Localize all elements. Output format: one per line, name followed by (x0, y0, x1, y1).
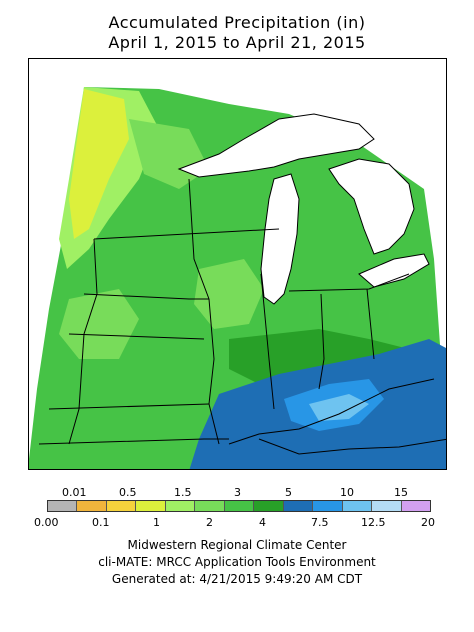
legend-label-upper-5: 5 (285, 486, 292, 499)
footer-tool-name: cli-MATE: MRCC Application Tools Environ… (98, 555, 376, 569)
legend-label-lower-4: 2 (206, 516, 213, 529)
map-title: Accumulated Precipitation (in) (108, 13, 366, 32)
lake-michigan (260, 173, 300, 305)
footer-generated-time: Generated at: 4/21/2015 9:49:20 AM CDT (111, 572, 363, 586)
legend-label-upper-1: 0.01 (62, 486, 87, 499)
legend-swatch-6 (195, 501, 225, 511)
legend-swatch-3 (106, 501, 137, 511)
legend-label-upper-3: 1.5 (174, 486, 192, 499)
legend-swatch-11 (342, 501, 373, 511)
legend-swatch-7 (224, 501, 255, 511)
legend-label-upper-2: 0.5 (119, 486, 137, 499)
map-canvas (29, 87, 446, 469)
legend-label-lower-5: 4 (259, 516, 266, 529)
legend-swatch-2 (77, 501, 107, 511)
legend-swatch-12 (372, 501, 402, 511)
legend-label-lower-7: 12.5 (361, 516, 386, 529)
legend-label-lower-3: 1 (153, 516, 160, 529)
legend-label-upper-6: 10 (340, 486, 354, 499)
legend-swatch-1 (48, 501, 78, 511)
legend-label-lower-8: 20 (421, 516, 435, 529)
legend-label-lower-1: 0.00 (34, 516, 59, 529)
state-borders (38, 178, 446, 455)
legend-color-bar (47, 500, 431, 512)
legend-swatch-10 (313, 501, 343, 511)
lake-huron (328, 158, 415, 255)
legend-swatch-9 (283, 501, 314, 511)
precip-zone-lighter-blue (309, 394, 369, 421)
precipitation-map (28, 58, 447, 470)
map-subtitle-date-range: April 1, 2015 to April 21, 2015 (108, 33, 366, 52)
legend-label-upper-7: 15 (394, 486, 408, 499)
legend-swatch-5 (165, 501, 196, 511)
lake-superior (177, 113, 375, 178)
legend-label-lower-6: 7.5 (311, 516, 329, 529)
legend-swatch-13 (401, 501, 431, 511)
precip-zone-light-green-1 (194, 259, 264, 329)
legend-label-lower-2: 0.1 (92, 516, 110, 529)
precip-zone-light-green-2 (59, 289, 139, 359)
legend-label-upper-4: 3 (234, 486, 241, 499)
legend-swatch-4 (136, 501, 166, 511)
precip-zone-yellow (69, 89, 129, 239)
footer-center-name: Midwestern Regional Climate Center (127, 538, 347, 552)
legend-swatch-8 (254, 501, 284, 511)
